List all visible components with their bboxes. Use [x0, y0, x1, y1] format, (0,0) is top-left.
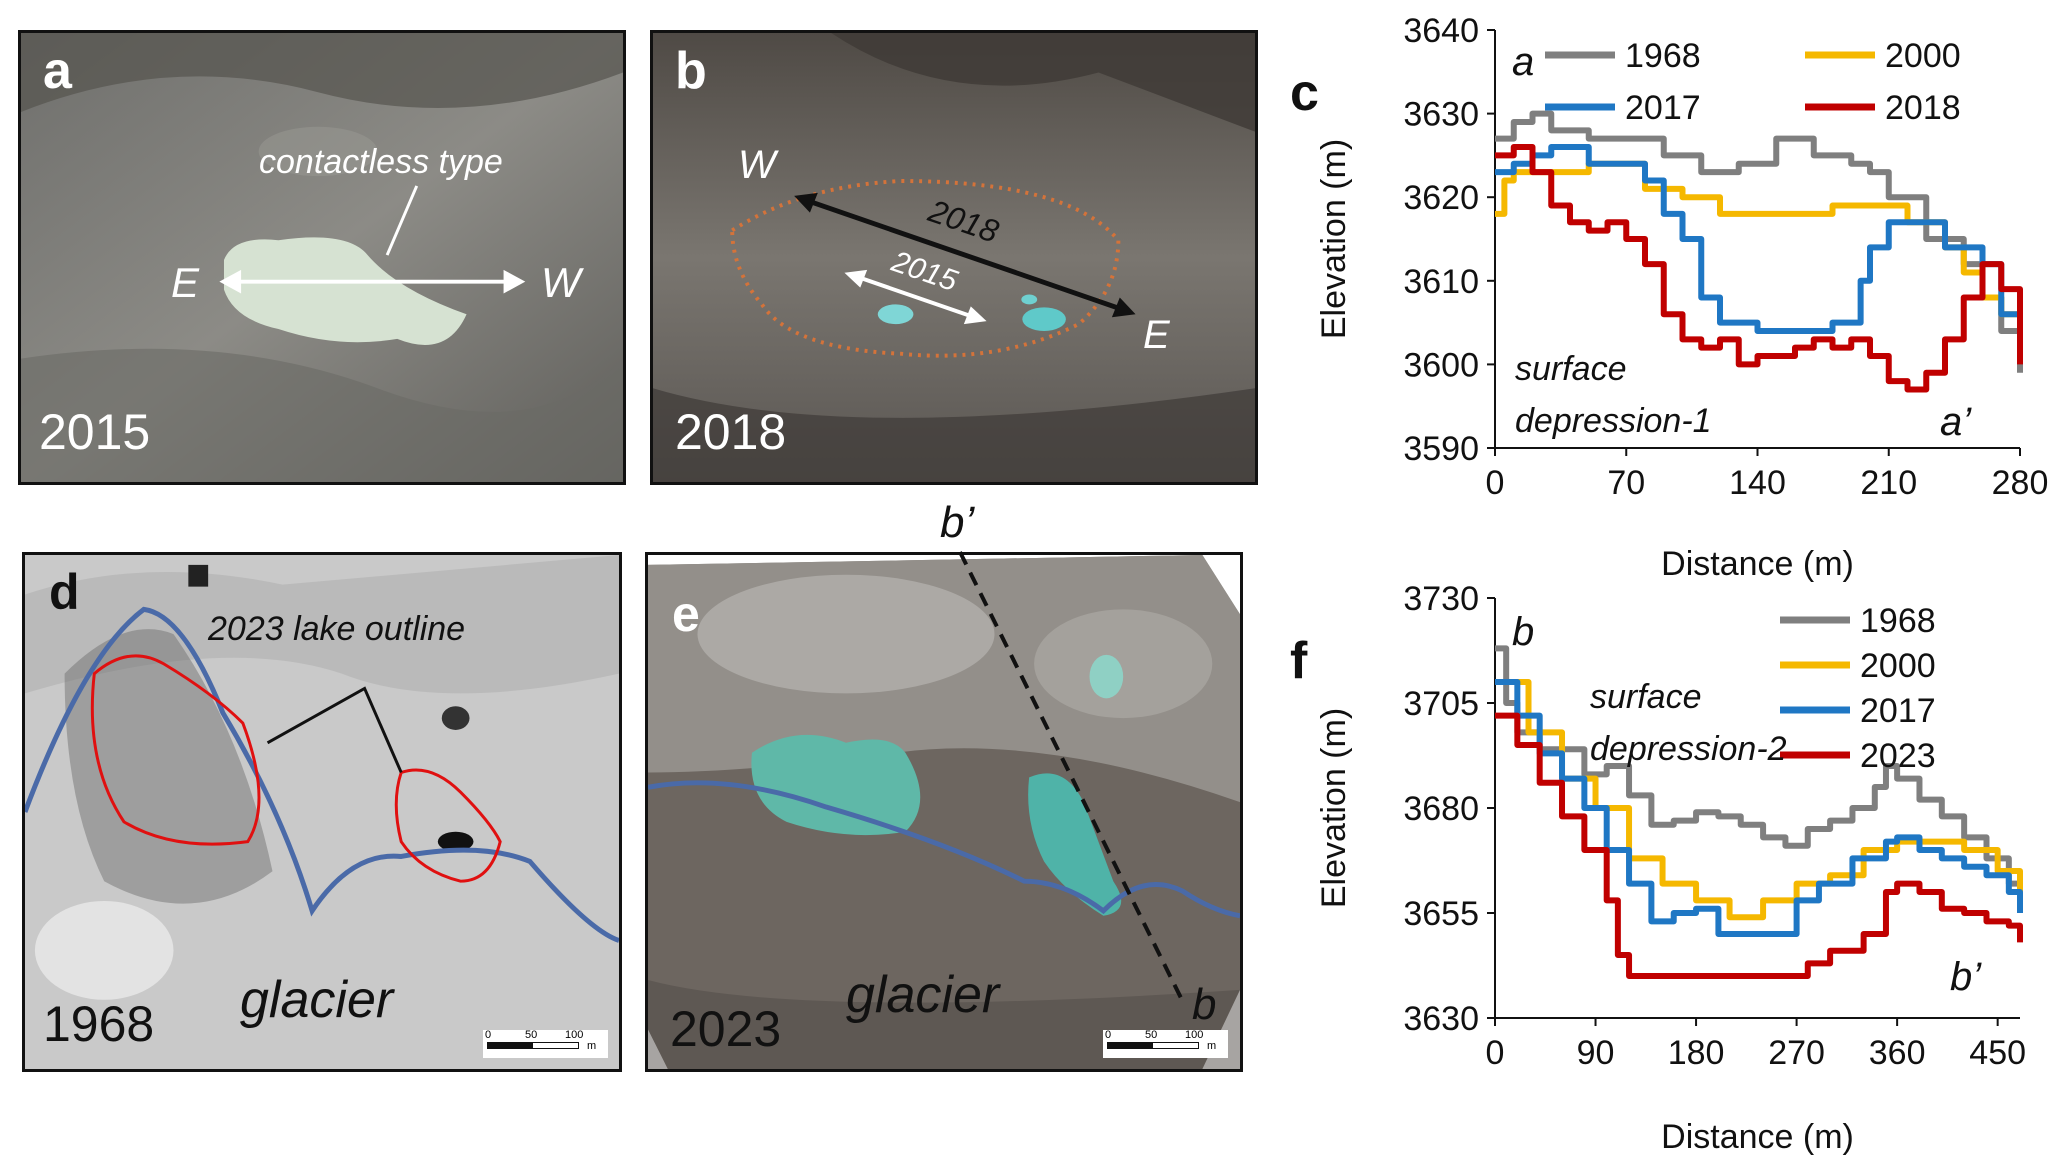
- chart-f-x-tick-label: 90: [1577, 1034, 1615, 1072]
- chart-c-panel-label: c: [1290, 64, 1319, 122]
- scale-bar-d: 0 50 100 m: [483, 1029, 608, 1058]
- chart-f-x-axis-label: Distance (m): [1661, 1118, 1854, 1156]
- chart-f-profile-start-label: b: [1512, 610, 1534, 654]
- chart-c-x-tick-label: 140: [1729, 464, 1786, 502]
- chart-f-legend-label-2000: 2000: [1860, 647, 1936, 685]
- chart-f-series-line-2017: [1495, 679, 2023, 937]
- chart-c-series-line-1968: [1495, 110, 2023, 373]
- contactless-type-label: contactless type: [259, 143, 503, 181]
- chart-c-x-tick-label: 0: [1486, 464, 1505, 502]
- panel-label-d: d: [49, 564, 80, 620]
- year-label-b: 2018: [675, 404, 787, 460]
- east-label-a: E: [171, 259, 200, 306]
- lake-outline-label: 2023 lake outline: [208, 610, 466, 648]
- glacier-label-d: glacier: [240, 971, 394, 1029]
- chart-c-annotation-line: surface: [1515, 350, 1627, 388]
- chart-f-y-tick-label: 3730: [1403, 580, 1479, 618]
- photo-panel-d: d 2023 lake outline glacier 1968 0 50 10…: [22, 552, 622, 1072]
- chart-f-x-tick-label: 0: [1486, 1034, 1505, 1072]
- photo-panel-b: b W E 2018 2015 2018: [650, 30, 1258, 485]
- scale-bar-e: 0 50 100 m: [1103, 1029, 1228, 1058]
- chart-c-x-tick-label: 280: [1992, 464, 2049, 502]
- panel-label-e: e: [672, 586, 700, 642]
- photo-b-image: [653, 33, 1255, 482]
- scale-tick-50: 50: [525, 1029, 538, 1041]
- annotation-arrows-a: [219, 185, 526, 294]
- year-label-d: 1968: [43, 996, 155, 1052]
- chart-c-annotation-line: depression-1: [1515, 402, 1712, 440]
- year-label-a: 2015: [39, 404, 151, 460]
- west-label-b: W: [738, 143, 776, 187]
- photo-d-image: [25, 555, 619, 1069]
- photo-panel-a: a contactless type E W 2015: [18, 30, 626, 485]
- chart-c-legend-label-2017: 2017: [1625, 89, 1701, 127]
- chart-c-profile-end-label: a’: [1940, 400, 1972, 444]
- chart-c-x-axis-label: Distance (m): [1661, 545, 1854, 583]
- chart-c-series-line-2017: [1495, 144, 2023, 348]
- scale-tick-50: 50: [1145, 1029, 1158, 1041]
- chart-f-x-tick-label: 450: [1969, 1034, 2026, 1072]
- chart-c-legend-label-2000: 2000: [1885, 37, 1961, 75]
- photo-a-image: [21, 33, 623, 482]
- chart-f-y-tick-label: 3705: [1403, 685, 1479, 723]
- chart-c-y-tick-label: 3630: [1403, 96, 1479, 134]
- chart-f-x-tick-label: 180: [1668, 1034, 1725, 1072]
- chart-c-y-tick-label: 3600: [1403, 346, 1479, 384]
- chart-f-panel-label: f: [1290, 632, 1308, 690]
- chart-c-y-axis-label: Elevation (m): [1315, 139, 1353, 339]
- chart-f-y-tick-label: 3655: [1403, 895, 1479, 933]
- chart-f-x-tick-label: 270: [1768, 1034, 1825, 1072]
- chart-f-y-tick-label: 3630: [1403, 1000, 1479, 1038]
- chart-f-annotation-line: depression-2: [1590, 730, 1787, 768]
- panel-label-a: a: [43, 42, 72, 100]
- annotation-arrows-b: [794, 192, 1136, 325]
- scale-tick-100: 100: [1185, 1029, 1204, 1041]
- scale-unit: m: [1207, 1040, 1217, 1052]
- chart-c-series-line-2018: [1495, 144, 2023, 393]
- chart-f-legend-label-2023: 2023: [1860, 737, 1936, 775]
- chart-c-x-tick-label: 210: [1860, 464, 1917, 502]
- chart-c-y-tick-label: 3590: [1403, 430, 1479, 468]
- chart-c-y-tick-label: 3610: [1403, 263, 1479, 301]
- panel-label-b: b: [675, 42, 707, 100]
- chart-c-profile-start-label: a: [1512, 40, 1534, 84]
- scale-tick-0: 0: [1105, 1029, 1112, 1041]
- chart-f-legend-label-2017: 2017: [1860, 692, 1936, 730]
- chart-f-legend-label-1968: 1968: [1860, 602, 1936, 640]
- chart-c-legend-label-2018: 2018: [1885, 89, 1961, 127]
- chart-f-y-tick-label: 3680: [1403, 790, 1479, 828]
- chart-c-y-tick-label: 3640: [1403, 12, 1479, 50]
- chart-c-y-tick-label: 3620: [1403, 179, 1479, 217]
- profile-end-label: b: [1192, 980, 1217, 1029]
- scale-unit: m: [587, 1040, 597, 1052]
- west-label-a: W: [541, 259, 581, 306]
- chart-c-x-tick-label: 70: [1607, 464, 1645, 502]
- profile-start-label: b’: [940, 498, 975, 547]
- east-label-b: E: [1143, 313, 1170, 357]
- scale-tick-100: 100: [565, 1029, 584, 1041]
- chart-c-legend-label-1968: 1968: [1625, 37, 1701, 75]
- chart-f-annotation-line: surface: [1590, 678, 1702, 716]
- scale-tick-0: 0: [485, 1029, 492, 1041]
- chart-f-y-axis-label: Elevation (m): [1315, 708, 1353, 908]
- year-label-e: 2023: [670, 1001, 782, 1057]
- chart-f-series-line-2023: [1495, 712, 2023, 979]
- chart-f-series-line-1968: [1495, 645, 2023, 897]
- chart-f-profile-end-label: b’: [1950, 955, 1982, 999]
- chart-f-x-tick-label: 360: [1869, 1034, 1926, 1072]
